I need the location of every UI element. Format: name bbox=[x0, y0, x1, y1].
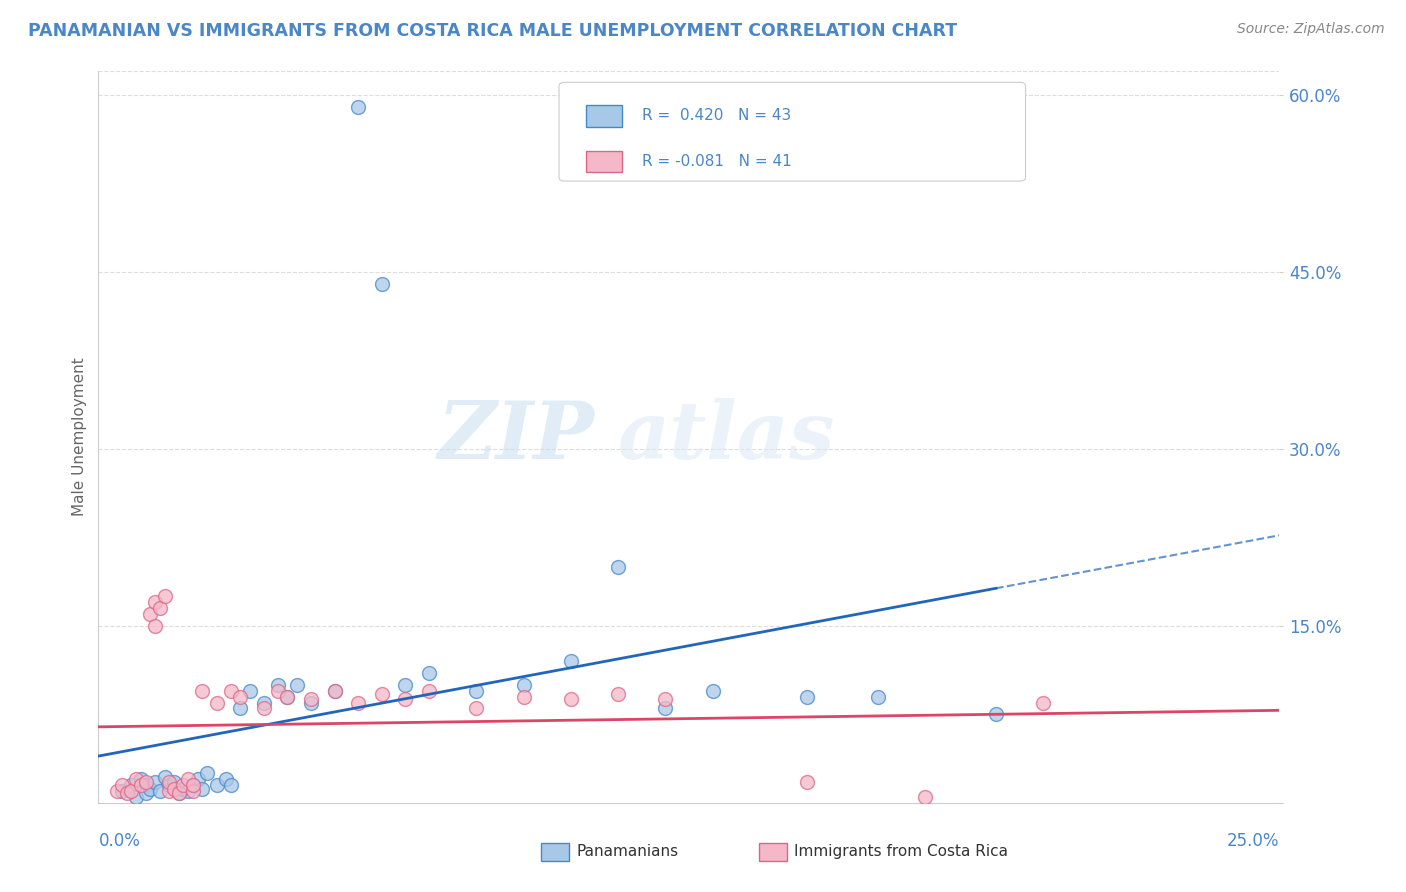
Point bbox=[149, 601, 172, 615]
Point bbox=[121, 784, 143, 798]
Point bbox=[167, 786, 190, 800]
Point bbox=[560, 692, 582, 706]
Point bbox=[135, 778, 157, 792]
Point bbox=[143, 619, 166, 633]
Point bbox=[143, 774, 166, 789]
Point bbox=[229, 701, 252, 715]
Point bbox=[219, 683, 242, 698]
Point bbox=[866, 690, 889, 704]
Point bbox=[125, 789, 148, 804]
Point bbox=[187, 772, 209, 787]
Point bbox=[129, 778, 152, 792]
Point bbox=[702, 683, 724, 698]
Point bbox=[347, 100, 370, 114]
Point bbox=[157, 784, 180, 798]
Point bbox=[181, 778, 204, 792]
Point bbox=[163, 781, 186, 796]
Point bbox=[253, 696, 276, 710]
Point bbox=[219, 778, 242, 792]
Point bbox=[796, 690, 818, 704]
Point bbox=[253, 701, 276, 715]
Point bbox=[215, 772, 238, 787]
Point bbox=[418, 683, 440, 698]
Point bbox=[796, 774, 818, 789]
Point bbox=[121, 778, 143, 792]
Y-axis label: Male Unemployment: Male Unemployment bbox=[72, 358, 87, 516]
Point bbox=[177, 784, 200, 798]
Point bbox=[465, 683, 488, 698]
Point bbox=[111, 784, 134, 798]
Point bbox=[191, 683, 214, 698]
Text: atlas: atlas bbox=[619, 399, 835, 475]
Text: Immigrants from Costa Rica: Immigrants from Costa Rica bbox=[794, 845, 1008, 859]
Point bbox=[149, 784, 172, 798]
Point bbox=[139, 781, 162, 796]
Point bbox=[205, 778, 228, 792]
Text: Panamanians: Panamanians bbox=[576, 845, 679, 859]
Point bbox=[654, 701, 676, 715]
Bar bbox=[586, 151, 621, 172]
Point bbox=[229, 690, 252, 704]
Point bbox=[205, 696, 228, 710]
Point bbox=[299, 696, 322, 710]
Point bbox=[323, 683, 346, 698]
Point bbox=[418, 666, 440, 681]
Point bbox=[267, 683, 290, 698]
Point bbox=[172, 781, 194, 796]
FancyBboxPatch shape bbox=[560, 82, 1025, 181]
Point bbox=[984, 707, 1007, 722]
Point bbox=[167, 786, 190, 800]
Point bbox=[512, 678, 534, 692]
Point bbox=[157, 774, 180, 789]
Point bbox=[129, 772, 152, 787]
Point bbox=[111, 778, 134, 792]
Point bbox=[267, 678, 290, 692]
Point bbox=[135, 774, 157, 789]
Point bbox=[276, 690, 298, 704]
Point bbox=[607, 559, 630, 574]
Point bbox=[125, 772, 148, 787]
Point bbox=[143, 595, 166, 609]
Point bbox=[153, 590, 176, 604]
Point bbox=[323, 683, 346, 698]
Text: 25.0%: 25.0% bbox=[1227, 832, 1279, 850]
Point bbox=[394, 692, 416, 706]
Point bbox=[607, 687, 630, 701]
Point bbox=[276, 690, 298, 704]
Point bbox=[105, 784, 128, 798]
Point bbox=[654, 692, 676, 706]
Point bbox=[163, 774, 186, 789]
Text: PANAMANIAN VS IMMIGRANTS FROM COSTA RICA MALE UNEMPLOYMENT CORRELATION CHART: PANAMANIAN VS IMMIGRANTS FROM COSTA RICA… bbox=[28, 22, 957, 40]
Point bbox=[181, 784, 204, 798]
Point bbox=[347, 696, 370, 710]
Text: Source: ZipAtlas.com: Source: ZipAtlas.com bbox=[1237, 22, 1385, 37]
Point bbox=[239, 683, 262, 698]
Point bbox=[299, 692, 322, 706]
Bar bbox=[586, 105, 621, 127]
Point bbox=[157, 778, 180, 792]
Point bbox=[191, 781, 214, 796]
Point bbox=[285, 678, 308, 692]
Point bbox=[135, 786, 157, 800]
Point bbox=[153, 770, 176, 784]
Text: ZIP: ZIP bbox=[437, 399, 595, 475]
Point bbox=[115, 786, 138, 800]
Point bbox=[371, 687, 394, 701]
Point bbox=[177, 772, 200, 787]
Point bbox=[181, 778, 204, 792]
Point bbox=[1032, 696, 1054, 710]
Point bbox=[172, 778, 194, 792]
Text: 0.0%: 0.0% bbox=[98, 832, 141, 850]
Text: R =  0.420   N = 43: R = 0.420 N = 43 bbox=[641, 108, 792, 123]
Point bbox=[371, 277, 394, 291]
Point bbox=[195, 766, 218, 780]
Text: R = -0.081   N = 41: R = -0.081 N = 41 bbox=[641, 154, 792, 169]
Point bbox=[914, 789, 936, 804]
Point bbox=[465, 701, 488, 715]
Point bbox=[512, 690, 534, 704]
Point bbox=[394, 678, 416, 692]
Point bbox=[560, 654, 582, 668]
Point bbox=[139, 607, 162, 621]
